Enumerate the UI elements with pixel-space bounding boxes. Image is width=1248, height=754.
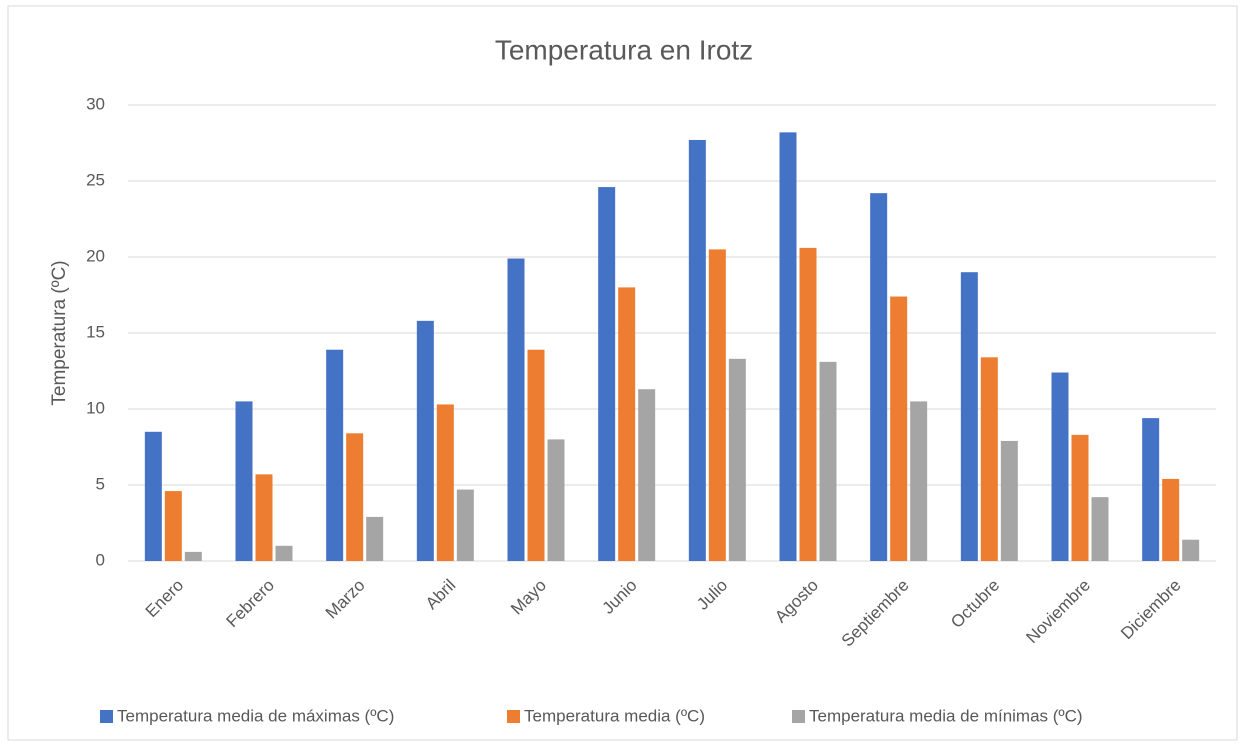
chart-title: Temperatura en Irotz [495, 34, 753, 65]
bar [1051, 372, 1069, 561]
bar [326, 349, 344, 561]
legend-label: Temperatura media de máximas (ºC) [117, 706, 394, 725]
legend-swatch [100, 710, 113, 723]
bar [708, 249, 726, 561]
y-tick-label: 30 [86, 94, 105, 113]
bar [547, 439, 565, 561]
bar [618, 287, 636, 561]
bar [779, 132, 797, 562]
bar [638, 389, 656, 561]
bar [184, 551, 202, 561]
bar [598, 187, 616, 561]
bar [819, 361, 837, 561]
y-tick-label: 10 [86, 398, 105, 417]
bar [346, 433, 364, 561]
legend-label: Temperatura media de mínimas (ºC) [809, 706, 1083, 725]
bar [144, 431, 162, 561]
legend-swatch [507, 710, 520, 723]
bar [960, 272, 978, 561]
bar [527, 349, 545, 561]
bar [1000, 440, 1018, 561]
bar [1182, 539, 1200, 561]
bar [235, 401, 253, 561]
bar [1091, 497, 1109, 561]
bar [416, 320, 434, 561]
bar [507, 258, 525, 561]
bar [728, 358, 746, 561]
bar [366, 516, 384, 561]
bar [164, 491, 182, 561]
bar [910, 401, 928, 561]
y-tick-label: 20 [86, 246, 105, 265]
bar [870, 193, 888, 561]
y-tick-label: 5 [96, 474, 105, 493]
bar [1071, 434, 1089, 561]
bar [980, 357, 998, 561]
bar [275, 545, 293, 561]
bar [255, 474, 273, 561]
legend-label: Temperatura media (ºC) [524, 706, 705, 725]
bar [688, 139, 706, 561]
bar [1162, 478, 1180, 561]
bar [1142, 418, 1160, 561]
y-tick-label: 0 [96, 550, 105, 569]
bar [436, 404, 454, 561]
legend-swatch [792, 710, 805, 723]
bar [890, 296, 908, 561]
y-tick-label: 15 [86, 322, 105, 341]
y-axis-label: Temperatura (ºC) [49, 260, 70, 405]
bar [456, 489, 474, 561]
bar [799, 247, 817, 561]
y-tick-label: 25 [86, 170, 105, 189]
